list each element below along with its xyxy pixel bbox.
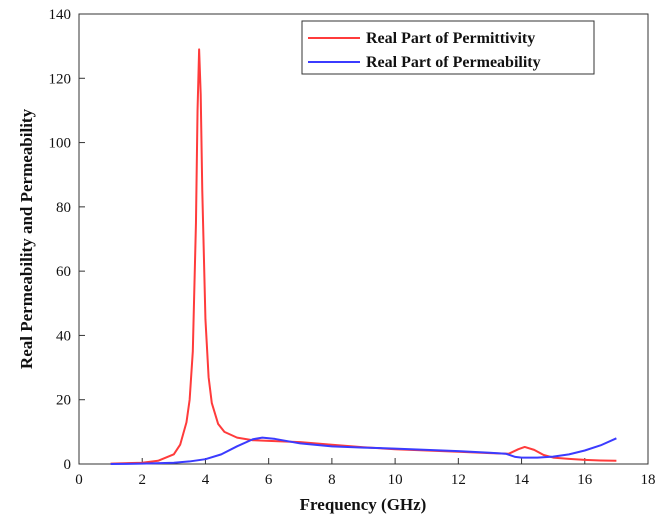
- y-tick-label: 120: [49, 71, 72, 87]
- y-tick-label: 0: [64, 457, 72, 473]
- legend: Real Part of Permittivity Real Part of P…: [301, 20, 595, 75]
- x-tick-label: 18: [641, 472, 656, 488]
- x-tick-label: 4: [202, 472, 210, 488]
- x-tick-label: 12: [451, 472, 466, 488]
- legend-label-permeability: Real Part of Permeability: [366, 54, 541, 71]
- x-tick-label: 0: [75, 472, 83, 488]
- series-lines: [110, 48, 617, 465]
- y-tick-label: 80: [56, 200, 71, 216]
- legend-box: [301, 20, 595, 75]
- y-tick-label: 40: [56, 328, 71, 344]
- x-tick-label: 14: [514, 472, 530, 488]
- plot-area: [78, 13, 649, 465]
- y-tick-label: 100: [49, 136, 72, 152]
- y-tick-label: 60: [56, 264, 71, 280]
- y-tick-label: 20: [56, 393, 71, 409]
- legend-label-permittivity: Real Part of Permittivity: [366, 30, 535, 47]
- x-axis-title: Frequency (GHz): [300, 495, 427, 514]
- x-tick-label: 16: [577, 472, 593, 488]
- series-line-permeability: [110, 436, 617, 465]
- x-tick-label: 2: [138, 472, 146, 488]
- x-tick-label: 8: [328, 472, 336, 488]
- axis-ticks: 0 2 4 6 8 10 12 14 16 18 0 20 40 60 80 100 120 140: [49, 7, 656, 488]
- x-tick-label: 10: [388, 472, 403, 488]
- series-line-permittivity: [110, 48, 617, 465]
- y-tick-label: 140: [49, 7, 72, 23]
- x-tick-label: 6: [265, 472, 273, 488]
- y-axis-title: Real Permeability and Permeability: [17, 108, 36, 369]
